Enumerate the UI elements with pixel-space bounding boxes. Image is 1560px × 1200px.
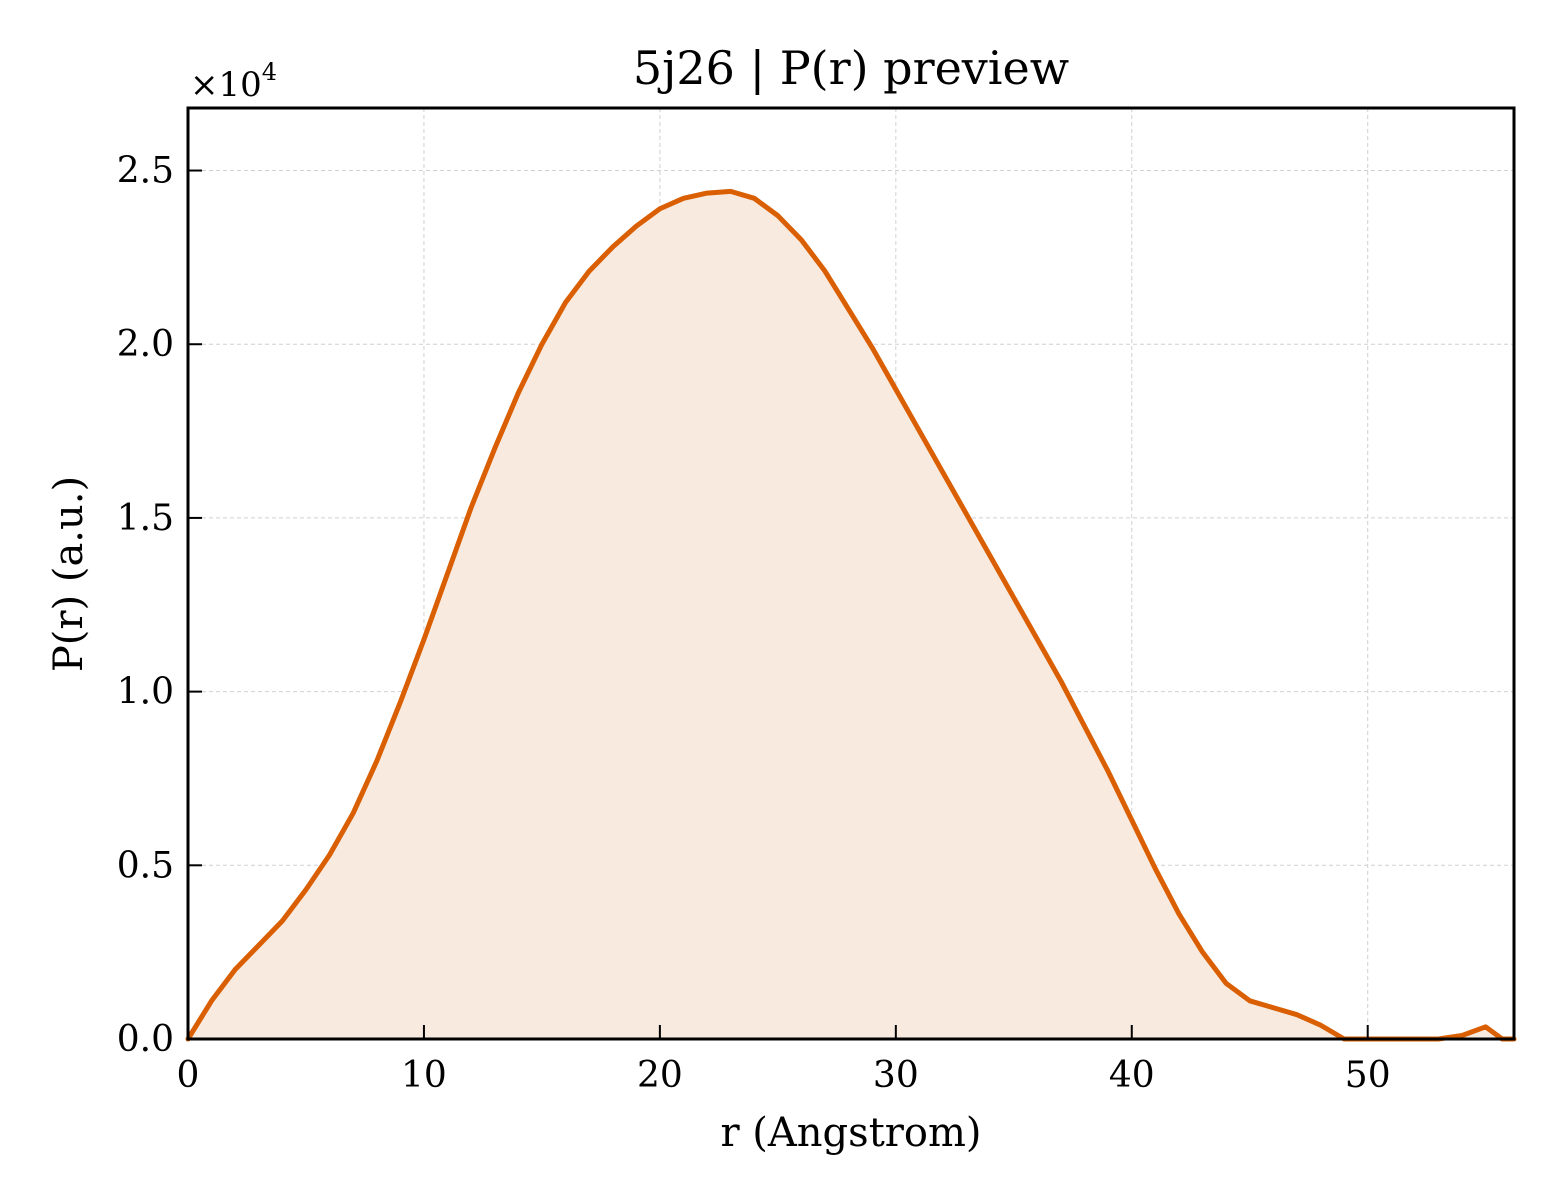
- x-tick-label: 0: [177, 1055, 200, 1096]
- y-tick-label: 0.0: [117, 1019, 174, 1060]
- y-tick-label: 1.5: [117, 498, 174, 539]
- y-tick-label: 2.5: [117, 151, 174, 192]
- y-axis-title: P(r) (a.u.): [46, 476, 92, 672]
- series-line: [185, 188, 1517, 1042]
- x-tick-label: 10: [401, 1055, 447, 1096]
- series-area-fill: [188, 191, 1514, 1039]
- axis-ticks: [187, 169, 1369, 1040]
- x-tick-label: 30: [873, 1055, 919, 1096]
- x-axis-title: r (Angstrom): [720, 1110, 981, 1156]
- y-axis-multiplier-base: ×10: [190, 65, 262, 105]
- tick-labels: 0 10 20 30 40 50 0.0 0.5 1.0 1.5 2.0 2.5: [117, 151, 1391, 1096]
- x-tick-label: 50: [1345, 1055, 1391, 1096]
- chart-title: 5j26 | P(r) preview: [633, 41, 1069, 95]
- x-tick-label: 20: [637, 1055, 683, 1096]
- y-tick-label: 0.5: [117, 845, 174, 886]
- y-axis-multiplier-exponent: 4: [262, 58, 277, 86]
- plot-frame: [186, 106, 1516, 1041]
- x-tick-label: 40: [1109, 1055, 1155, 1096]
- y-axis-multiplier: ×104: [190, 58, 277, 105]
- y-tick-label: 2.0: [117, 324, 174, 365]
- y-tick-label: 1.0: [117, 672, 174, 713]
